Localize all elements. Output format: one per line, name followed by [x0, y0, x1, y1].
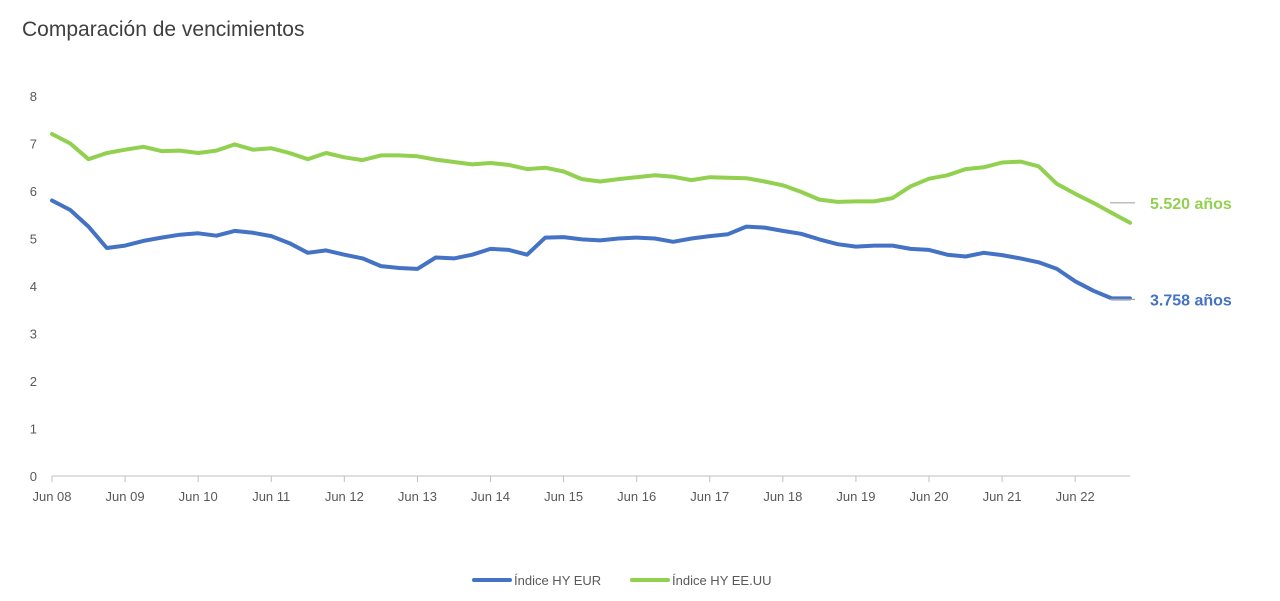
y-tick-label: 2 — [30, 374, 37, 389]
y-tick-label: 6 — [30, 184, 37, 199]
legend-entry-label: Índice HY EUR — [514, 573, 601, 588]
y-tick-label: 5 — [30, 232, 37, 247]
series-line-hy-eeuu — [50, 132, 1132, 225]
x-tick-label: Jun 12 — [325, 489, 364, 504]
y-tick-label: 1 — [30, 422, 37, 437]
x-tick-label: Jun 10 — [179, 489, 218, 504]
chart-title: Comparación de vencimientos — [22, 18, 305, 41]
series-line-hy-eur — [50, 198, 1132, 301]
x-tick-label: Jun 08 — [32, 489, 71, 504]
x-tick-label: Jun 16 — [617, 489, 656, 504]
series-lines — [50, 132, 1132, 301]
x-tick-label: Jun 14 — [471, 489, 510, 504]
x-tick-label: Jun 09 — [106, 489, 145, 504]
x-tick-label: Jun 19 — [836, 489, 875, 504]
legend: Índice HY EUR Índice HY EE.UU — [472, 573, 771, 588]
series-end-label: 5.520 años — [1150, 196, 1232, 213]
y-tick-label: 7 — [30, 137, 37, 152]
x-tick-label: Jun 18 — [763, 489, 802, 504]
x-tick-label: Jun 13 — [398, 489, 437, 504]
y-tick-label: 3 — [30, 327, 37, 342]
y-axis-tick-labels: 0 1 2 3 4 5 6 7 8 — [30, 89, 37, 484]
x-tick-label: Jun 15 — [544, 489, 583, 504]
series-end-labels: 3.758 años 5.520 años — [1110, 196, 1232, 309]
x-tick-label: Jun 17 — [690, 489, 729, 504]
legend-entry-label: Índice HY EE.UU — [672, 573, 771, 588]
x-axis-tick-labels: Jun 08 Jun 09 Jun 10 Jun 11 Jun 12 Jun 13 Jun … — [32, 489, 1094, 504]
x-tick-label: Jun 20 — [909, 489, 948, 504]
x-tick-label: Jun 22 — [1056, 489, 1095, 504]
y-tick-label: 8 — [30, 89, 37, 104]
y-tick-label: 4 — [30, 279, 37, 294]
x-tick-label: Jun 21 — [983, 489, 1022, 504]
axes — [51, 475, 1130, 482]
y-tick-label: 0 — [30, 469, 37, 484]
x-tick-label: Jun 11 — [252, 489, 290, 504]
series-end-label: 3.758 años — [1150, 292, 1232, 309]
